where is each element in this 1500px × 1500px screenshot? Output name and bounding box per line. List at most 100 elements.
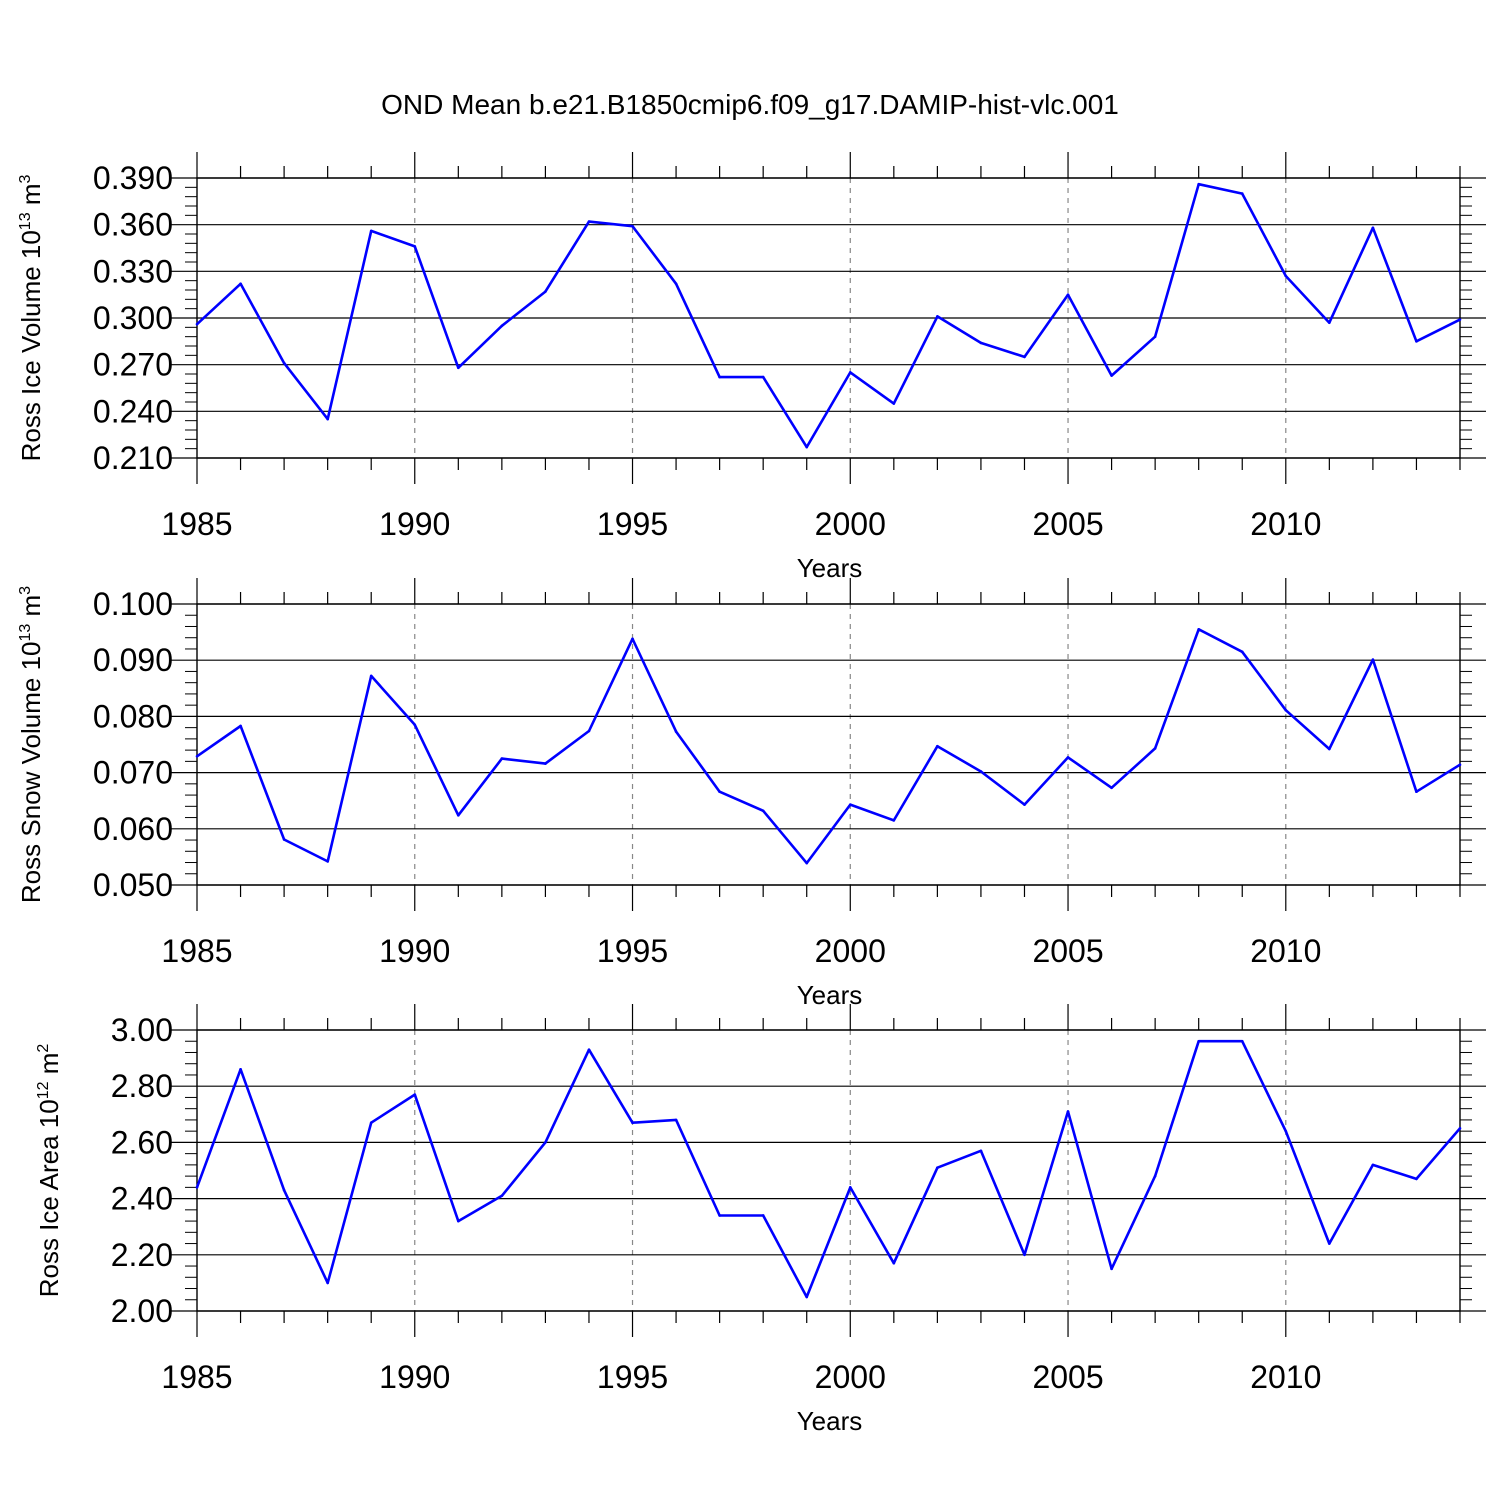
x-axis-label: Years bbox=[797, 1406, 863, 1436]
data-point bbox=[1371, 1163, 1375, 1167]
data-point bbox=[1240, 650, 1244, 654]
y-tick-label: 2.40 bbox=[111, 1181, 173, 1217]
x-tick-label: 1985 bbox=[161, 506, 232, 542]
data-point bbox=[239, 1068, 242, 1071]
x-tick-label: 1985 bbox=[161, 933, 232, 969]
data-point bbox=[1284, 1129, 1288, 1133]
data-point bbox=[1066, 756, 1070, 759]
y-tick-label: 0.390 bbox=[93, 160, 173, 196]
data-point bbox=[326, 860, 329, 863]
x-tick-label: 2005 bbox=[1032, 506, 1103, 542]
x-axis-label: Years bbox=[797, 553, 863, 583]
y-tick-label: 0.300 bbox=[93, 300, 173, 336]
data-point bbox=[979, 341, 983, 345]
plot-frame bbox=[196, 177, 1461, 459]
data-point bbox=[587, 1048, 591, 1051]
data-point bbox=[936, 315, 939, 318]
data-point bbox=[1328, 321, 1331, 324]
y-tick-label: 0.060 bbox=[93, 811, 173, 847]
data-point bbox=[1415, 340, 1418, 343]
y-tick-label: 2.20 bbox=[111, 1237, 173, 1273]
data-point bbox=[239, 282, 242, 286]
data-point bbox=[1153, 1174, 1157, 1178]
data-point bbox=[1458, 318, 1462, 321]
data-point bbox=[1110, 786, 1113, 790]
y-axis-label: Ross Ice Area 1012 m2 bbox=[34, 1044, 64, 1298]
x-tick-label: 1990 bbox=[379, 1359, 450, 1395]
x-tick-label: 2005 bbox=[1032, 933, 1103, 969]
data-point bbox=[457, 366, 460, 370]
data-point bbox=[544, 762, 547, 765]
data-point bbox=[195, 1186, 199, 1189]
data-point bbox=[761, 1214, 765, 1217]
y-tick-label: 2.00 bbox=[111, 1293, 173, 1329]
y-tick-label: 0.360 bbox=[93, 207, 173, 243]
y-tick-label: 2.80 bbox=[111, 1068, 173, 1104]
data-point bbox=[1197, 627, 1200, 631]
data-point bbox=[848, 803, 852, 806]
y-axis-label: Ross Ice Volume 1013 m3 bbox=[16, 174, 46, 461]
data-point bbox=[1371, 658, 1375, 661]
data-point bbox=[413, 245, 417, 248]
data-point bbox=[282, 1188, 286, 1192]
data-point bbox=[848, 371, 852, 374]
data-point bbox=[1066, 1110, 1070, 1113]
y-tick-label: 0.080 bbox=[93, 698, 173, 734]
data-point bbox=[1240, 192, 1244, 195]
x-tick-label: 2005 bbox=[1032, 1359, 1103, 1395]
data-point bbox=[1371, 226, 1375, 230]
data-point bbox=[369, 229, 373, 233]
x-tick-label: 1990 bbox=[379, 506, 450, 542]
data-point bbox=[239, 724, 242, 728]
data-point bbox=[718, 1214, 721, 1217]
data-point bbox=[631, 224, 634, 228]
data-point bbox=[892, 1261, 896, 1265]
data-point bbox=[892, 819, 896, 822]
x-axis-label: Years bbox=[797, 980, 863, 1010]
data-point bbox=[195, 755, 199, 758]
data-point bbox=[500, 1194, 504, 1198]
data-point bbox=[1415, 1177, 1418, 1181]
plot-frame bbox=[196, 603, 1461, 886]
panel-1: 0.210 0.240 0.270 0.300 0.330 0.360 0.390 1985 1… bbox=[16, 152, 1486, 583]
plot-frame bbox=[196, 1029, 1461, 1312]
data-point bbox=[631, 1121, 634, 1125]
data-point bbox=[544, 1141, 547, 1144]
panel-3: 2.00 2.20 2.40 2.60 2.80 3.00 1985 1990 1995 2000… bbox=[34, 1004, 1486, 1436]
x-tick-label: 1995 bbox=[597, 1359, 668, 1395]
series-line bbox=[195, 1039, 1461, 1299]
data-point bbox=[282, 838, 286, 841]
x-tick-label: 1995 bbox=[597, 506, 668, 542]
data-point bbox=[457, 814, 460, 817]
data-point bbox=[718, 375, 721, 379]
x-tick-label: 1990 bbox=[379, 933, 450, 969]
y-tick-label: 0.050 bbox=[93, 867, 173, 903]
data-point bbox=[979, 770, 983, 773]
data-point bbox=[1240, 1039, 1244, 1043]
data-point bbox=[500, 324, 504, 328]
x-tick-label: 1995 bbox=[597, 933, 668, 969]
data-point bbox=[936, 1166, 939, 1169]
data-point bbox=[805, 1295, 809, 1299]
data-point bbox=[1110, 374, 1113, 377]
data-point bbox=[1415, 790, 1418, 794]
series-line bbox=[196, 627, 1461, 865]
panel-2: 0.050 0.060 0.070 0.080 0.090 0.100 1985 1990 19… bbox=[16, 578, 1486, 1010]
data-point bbox=[631, 637, 634, 641]
data-point bbox=[369, 674, 373, 678]
x-tick-label: 2010 bbox=[1250, 506, 1321, 542]
data-point bbox=[1328, 1242, 1331, 1245]
data-point bbox=[282, 361, 286, 365]
y-tick-label: 2.60 bbox=[111, 1124, 173, 1160]
data-point bbox=[674, 1118, 678, 1122]
data-point bbox=[1284, 708, 1288, 712]
data-point bbox=[587, 220, 591, 223]
y-tick-label: 0.240 bbox=[93, 393, 173, 429]
panels: 0.210 0.240 0.270 0.300 0.330 0.360 0.390 1985 1… bbox=[16, 152, 1486, 1436]
x-tick-label: 2000 bbox=[815, 1359, 886, 1395]
data-point bbox=[848, 1186, 852, 1189]
series-line bbox=[196, 182, 1461, 449]
y-tick-label: 0.210 bbox=[93, 440, 173, 476]
data-point bbox=[805, 861, 809, 865]
data-point bbox=[1458, 763, 1462, 767]
